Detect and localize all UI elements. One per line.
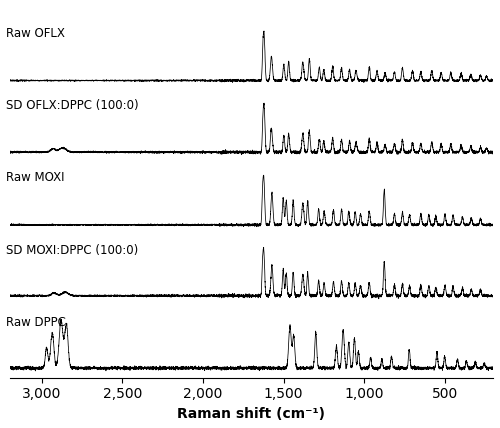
- Text: Raw MOXI: Raw MOXI: [6, 172, 65, 184]
- Text: SD OFLX:DPPC (100:0): SD OFLX:DPPC (100:0): [6, 99, 139, 113]
- Text: Raw DPPC: Raw DPPC: [6, 316, 66, 329]
- Text: Raw OFLX: Raw OFLX: [6, 27, 65, 40]
- Text: SD MOXI:DPPC (100:0): SD MOXI:DPPC (100:0): [6, 244, 138, 256]
- X-axis label: Raman shift (cm⁻¹): Raman shift (cm⁻¹): [178, 407, 326, 421]
